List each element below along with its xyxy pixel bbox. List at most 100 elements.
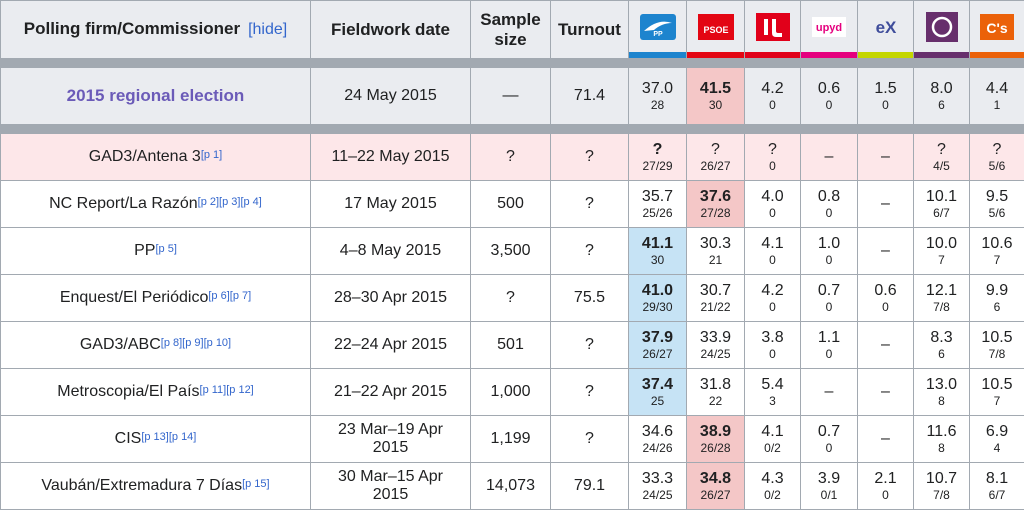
header-party-ex[interactable]: eX	[858, 1, 914, 59]
seats: 6	[970, 300, 1024, 314]
ex-logo-icon: eX	[869, 16, 903, 38]
poll-firm-name: Enquest/El Periódico	[60, 289, 209, 306]
separator	[1, 125, 1024, 134]
seats: 5/6	[970, 206, 1024, 220]
poll-row: Metroscopia/El País[p 11][p 12]21–22 Apr…	[1, 369, 1024, 416]
header-sample-line2: size	[494, 30, 526, 49]
pct: 37.9	[629, 329, 686, 347]
header-sample-line1: Sample	[480, 10, 540, 29]
poll-refs[interactable]: [p 1]	[201, 149, 222, 161]
seats: 8	[914, 441, 969, 455]
election-row: 2015 regional election 24 May 2015 — 71.…	[1, 68, 1024, 125]
seats: 7	[970, 394, 1024, 408]
header-party-psoe[interactable]: PSOE	[687, 1, 745, 59]
pct: 33.3	[629, 470, 686, 488]
poll-firm-name: PP	[134, 242, 155, 259]
seats: 7/8	[914, 488, 969, 502]
header-date[interactable]: Fieldwork date	[311, 1, 471, 59]
poll-refs[interactable]: [p 15]	[242, 478, 270, 490]
seats: 0	[801, 441, 857, 455]
poll-row: NC Report/La Razón[p 2][p 3][p 4]17 May …	[1, 181, 1024, 228]
election-sample: —	[471, 68, 551, 125]
party-color-bar-podemos	[914, 52, 969, 58]
pct: 12.1	[914, 282, 969, 300]
seats: 30	[629, 253, 686, 267]
seats: 7	[914, 253, 969, 267]
pct: 8.3	[914, 329, 969, 347]
pct: 10.1	[914, 188, 969, 206]
svg-text:PP: PP	[653, 31, 663, 38]
poll-row: Vaubán/Extremadura 7 Días[p 15]30 Mar–15…	[1, 463, 1024, 510]
poll-sample: 500	[471, 181, 551, 228]
seats: 0	[801, 98, 857, 112]
election-turnout: 71.4	[551, 68, 629, 125]
pct: 1.5	[858, 80, 913, 98]
poll-turnout: ?	[551, 228, 629, 275]
psoe-logo-icon: PSOE	[698, 14, 734, 40]
header-party-podemos[interactable]	[914, 1, 970, 59]
poll-refs[interactable]: [p 11][p 12]	[200, 384, 254, 396]
seats: 3	[745, 394, 800, 408]
header-party-upyd[interactable]: upyd	[801, 1, 858, 59]
poll-refs[interactable]: [p 8][p 9][p 10]	[161, 337, 231, 349]
pct: 4.1	[745, 423, 800, 441]
hide-link[interactable]: hide	[253, 21, 283, 38]
poll-date-line1: 11–22 May 2015	[331, 148, 449, 165]
header-turnout[interactable]: Turnout	[551, 1, 629, 59]
poll-sample: ?	[471, 275, 551, 322]
poll-sample: 1,000	[471, 369, 551, 416]
poll-refs[interactable]: [p 5]	[155, 243, 176, 255]
poll-cell-ex: –	[858, 134, 914, 181]
pct: –	[858, 383, 913, 401]
header-party-pp[interactable]: PP	[629, 1, 687, 59]
pct: 4.3	[745, 470, 800, 488]
pct: 31.8	[687, 376, 744, 394]
poll-refs[interactable]: [p 13][p 14]	[141, 431, 196, 443]
poll-date-line1: 22–24 Apr 2015	[334, 336, 447, 353]
svg-text:PSOE: PSOE	[703, 25, 728, 35]
seats: 0	[801, 347, 857, 361]
pct: 0.7	[801, 282, 857, 300]
cs-logo-icon: C's	[980, 14, 1014, 40]
party-color-bar-ex	[858, 52, 913, 58]
poll-refs[interactable]: [p 2][p 3][p 4]	[198, 196, 262, 208]
svg-text:C's: C's	[986, 20, 1007, 36]
header-party-cs[interactable]: C's	[970, 1, 1024, 59]
poll-refs[interactable]: [p 6][p 7]	[208, 290, 251, 302]
pct: 34.6	[629, 423, 686, 441]
election-name[interactable]: 2015 regional election	[1, 68, 311, 125]
pct: ?	[745, 141, 800, 159]
pct: 6.9	[970, 423, 1024, 441]
pct: 4.0	[745, 188, 800, 206]
seats: 21/22	[687, 300, 744, 314]
pct: 4.2	[745, 80, 800, 98]
pct: 1.0	[801, 235, 857, 253]
poll-sample: 3,500	[471, 228, 551, 275]
pct: 0.6	[801, 80, 857, 98]
seats: 24/25	[629, 488, 686, 502]
pct: 8.1	[970, 470, 1024, 488]
header-party-iu[interactable]	[745, 1, 801, 59]
